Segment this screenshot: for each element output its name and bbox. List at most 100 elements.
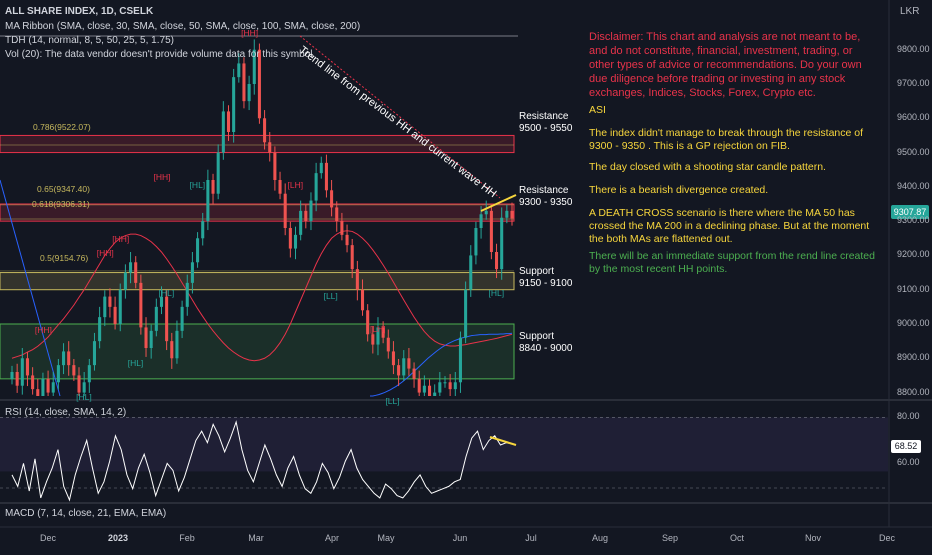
zone-label-resistance-1: Resistance 9500 - 9550 (519, 111, 572, 135)
candle-body (417, 378, 421, 393)
candle-body (314, 173, 318, 201)
price-tick-label: 9200.00 (897, 249, 930, 260)
zones-layer (0, 35, 518, 380)
candle-body (505, 210, 509, 218)
fib-lines-layer (0, 144, 514, 272)
candle-body (36, 389, 40, 396)
note-fib-rejection: The index didn't manage to break through… (589, 127, 864, 152)
candle-body (31, 375, 35, 390)
price-tick-label: 9600.00 (897, 112, 930, 123)
zone-label-range: 9500 - 9550 (519, 123, 573, 134)
candle-body (489, 210, 493, 252)
price-tick-label: 9100.00 (897, 283, 930, 294)
candle-body (211, 180, 215, 194)
candle-body (273, 152, 277, 180)
legend-ma-ribbon[interactable]: MA Ribbon (SMA, close, 30, SMA, close, 5… (5, 21, 361, 32)
fib-label-0618: 0.618(9306.31) (32, 199, 90, 209)
candle-body (92, 341, 97, 366)
note-death-cross: A DEATH CROSS scenario is there where th… (589, 207, 870, 245)
time-tick-label: Jul (525, 533, 537, 543)
candle-body (381, 327, 385, 338)
fib-label-05: 0.5(9154.76) (40, 253, 89, 263)
zone-label-support-1: Support 9150 - 9100 (519, 266, 572, 290)
candle-body (474, 228, 478, 256)
candle-body (159, 296, 164, 307)
price-tick-label: 8800.00 (897, 386, 930, 397)
candle-body (335, 207, 339, 222)
time-tick-label: Dec (39, 533, 57, 543)
candle-body (237, 63, 241, 78)
candle-body (391, 351, 395, 366)
candle-body (170, 341, 174, 359)
support-zone-3 (0, 323, 515, 380)
note-shooting-star: The day closed with a shooting star cand… (589, 161, 826, 173)
candle-body (355, 269, 359, 290)
resistance-zone-0 (0, 134, 515, 154)
zone-label-name: Resistance (519, 185, 569, 196)
candle-body (129, 262, 133, 273)
candle-body (103, 296, 107, 318)
candle-body (299, 210, 303, 235)
candle-body (98, 317, 102, 342)
asi-heading: ASI (589, 104, 606, 116)
note-divergence: There is a bearish divergence created. (589, 184, 769, 196)
candle-body (10, 372, 14, 379)
ma-red-line (11, 230, 513, 362)
candle-body (252, 49, 256, 84)
ma-blue-early (0, 179, 61, 397)
time-tick-label: 2023 (107, 533, 129, 543)
trendline-layer (299, 35, 517, 212)
legend-vol[interactable]: Vol (20): The data vendor doesn't provid… (5, 49, 316, 60)
candle-body (319, 162, 323, 174)
candle-body (175, 330, 179, 359)
candle-body (185, 282, 189, 307)
ma-blue-line (370, 332, 513, 397)
macd-legend[interactable]: MACD (7, 14, close, 21, EMA, EMA) (5, 508, 167, 519)
candle-body (232, 77, 236, 132)
candle-body (288, 228, 292, 249)
time-tick-label: Feb (179, 533, 195, 543)
time-tick-label: May (377, 533, 395, 543)
candle-body (247, 84, 251, 102)
candle-body (469, 255, 473, 290)
candle-body (41, 378, 45, 396)
candle-body (443, 382, 447, 384)
candle-body (139, 282, 143, 328)
candle-body (134, 262, 138, 283)
legend-tdh[interactable]: TDH (14, normal, 8, 5, 50, 25, 5, 1.75) (5, 35, 174, 46)
time-tick-label: Oct (729, 533, 745, 543)
candle-body (257, 49, 261, 119)
rsi-legend[interactable]: RSI (14, close, SMA, 14, 2) (5, 407, 127, 418)
pivot-label: [HL] (158, 287, 175, 298)
zone-label-name: Resistance (519, 111, 569, 122)
candle-body (113, 306, 117, 324)
candle-body (263, 118, 267, 143)
rsi-tick-label: 80.00 (897, 411, 920, 422)
candle-body (154, 306, 158, 331)
zone-label-name: Support (519, 331, 555, 342)
candle-body (412, 368, 416, 379)
candle-body (242, 63, 246, 102)
price-tick-label: 9800.00 (897, 43, 930, 54)
zone-label-range: 9300 - 9350 (519, 197, 573, 208)
candle-body (340, 221, 344, 235)
moving-averages-layer (0, 179, 513, 397)
price-tick-label: 9700.00 (897, 78, 930, 88)
candle-body (309, 200, 313, 222)
candle-body (56, 365, 60, 383)
zone-label-name: Support (519, 266, 555, 277)
candle-body (366, 310, 370, 335)
time-tick-label: Sep (661, 533, 679, 543)
candle-body (20, 358, 24, 386)
candles-layer (10, 39, 514, 396)
candle-body (123, 272, 127, 290)
time-tick-label: Mar (248, 533, 264, 543)
candle-body (484, 210, 488, 215)
pivot-label: [HL] (488, 287, 505, 298)
fib-label-065: 0.65(9347.40) (37, 184, 90, 194)
time-tick-label: Nov (804, 533, 822, 543)
rsi-layer (0, 417, 888, 502)
candle-body (25, 358, 29, 376)
